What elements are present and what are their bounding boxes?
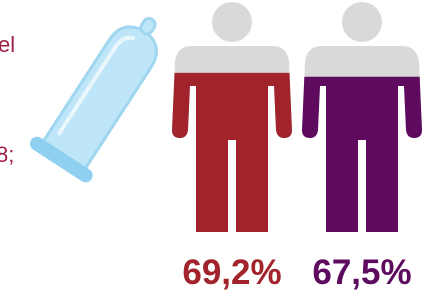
person-head xyxy=(212,2,252,42)
person-head xyxy=(342,2,382,42)
annotation: el xyxy=(0,32,15,57)
annotation: 8; xyxy=(0,142,14,167)
value-label: 67,5% xyxy=(312,253,411,292)
person-fill xyxy=(297,77,427,232)
condom-icon xyxy=(27,0,182,185)
value-label: 69,2% xyxy=(182,253,281,292)
infographic: el 8; 69,2% 67,5% xyxy=(0,0,445,293)
person-fill xyxy=(167,73,297,232)
